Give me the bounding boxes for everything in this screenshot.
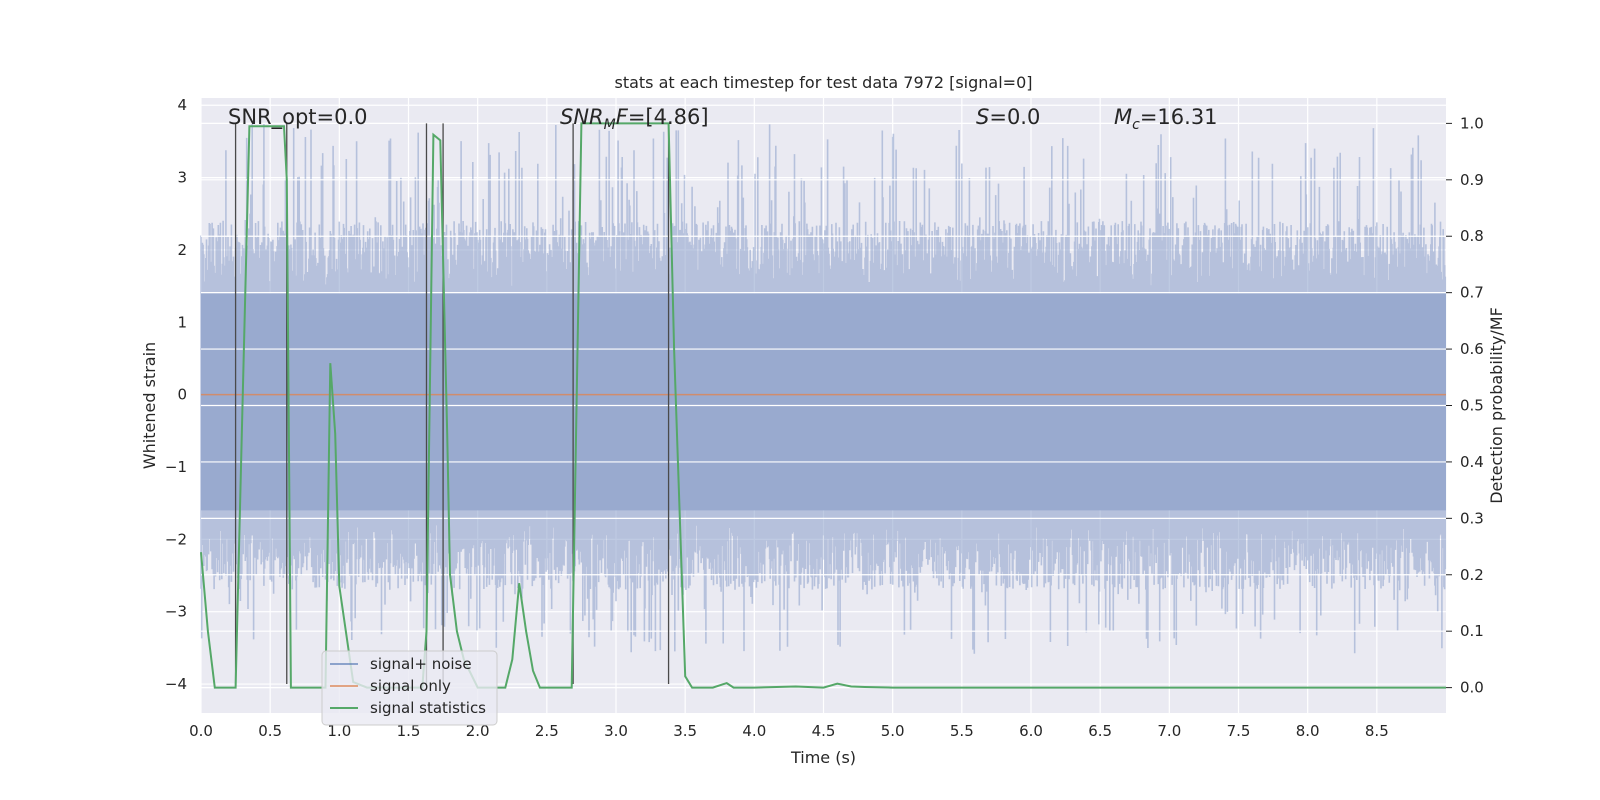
annotation-mc-value: =16.31 [1140,105,1218,129]
y-axis-ticks: 4 3 2 1 0 −1 −2 −3 −4 [165,96,187,693]
y-tick-label: −4 [165,675,187,693]
x-tick-label: 1.5 [397,722,421,740]
x-tick-label: 3.5 [673,722,697,740]
annotation-s-value: =0.0 [989,105,1040,129]
annotation-snr-mf-f: F [616,105,629,129]
legend-label-signal-noise: signal+ noise [370,655,472,673]
x-tick-label: 2.0 [466,722,490,740]
annotation-s-symbol: S [976,105,989,129]
y-tick-label: 4 [177,96,187,114]
x-tick-label: 1.0 [327,722,351,740]
legend-label-signal-only: signal only [370,677,451,695]
x-tick-label: 0.0 [189,722,213,740]
x-tick-label: 5.5 [950,722,974,740]
y2-tick-label: 0.4 [1460,453,1484,471]
x-tick-label: 0.5 [258,722,282,740]
y2-tick-label: 0.5 [1460,397,1484,415]
y-axis-label: Whitened strain [140,342,159,469]
legend: signal+ noise signal only signal statist… [321,650,498,726]
annotation-snr-mf: SNRMF=[4.86] [560,105,709,133]
annotation-snr-mf-subscript: M [604,117,616,133]
x-tick-label: 8.5 [1365,722,1389,740]
y2-tick-label: 1.0 [1460,114,1484,132]
annotation-mc-subscript: c [1132,117,1140,133]
y-tick-label: −2 [165,530,187,548]
y-tick-label: 3 [177,169,187,187]
y2-tick-label: 0.7 [1460,284,1484,302]
y2-tick-label: 0.0 [1460,679,1484,697]
y2-tick-label: 0.2 [1460,566,1484,584]
y2-tick-label: 0.3 [1460,509,1484,527]
annotation-snr-mf-value: =[4.86] [628,105,709,129]
series-signal-noise-core [201,293,1446,511]
annotation-mc-symbol: M [1114,105,1132,129]
x-tick-label: 2.5 [535,722,559,740]
y2-axis-ticks: 1.0 0.9 0.8 0.7 0.6 0.5 0.4 0.3 0.2 0.1 0.0 [1446,114,1484,697]
x-axis-label: Time (s) [790,748,856,767]
y2-tick-label: 0.6 [1460,340,1484,358]
x-tick-label: 6.0 [1019,722,1043,740]
x-tick-label: 4.0 [742,722,766,740]
series-signal-statistics [200,122,1446,689]
y2-axis-label: Detection probability/MF [1487,307,1506,504]
annotation-snr-mf-symbol: SNR [560,105,604,129]
x-tick-label: 6.5 [1088,722,1112,740]
x-tick-label: 7.5 [1227,722,1251,740]
chart-title: stats at each timestep for test data 797… [614,73,1032,92]
y2-tick-label: 0.8 [1460,227,1484,245]
y-tick-label: 2 [177,241,187,259]
x-tick-label: 3.0 [604,722,628,740]
y2-tick-label: 0.1 [1460,622,1484,640]
annotation-mc: Mc=16.31 [1114,105,1218,133]
annotation-s: S=0.0 [976,105,1040,129]
legend-label-signal-statistics: signal statistics [370,699,486,717]
x-tick-label: 8.0 [1296,722,1320,740]
y-tick-label: 1 [177,313,187,331]
x-tick-label: 7.0 [1157,722,1181,740]
x-tick-label: 5.0 [881,722,905,740]
y-tick-label: −1 [165,458,187,476]
x-axis-ticks: 0.0 0.5 1.0 1.5 2.0 2.5 3.0 3.5 4.0 4.5 5.0 5.5 6.0 6… [189,722,1389,740]
y-tick-label: 0 [177,386,187,404]
legend-box [321,650,498,726]
y2-tick-label: 0.9 [1460,171,1484,189]
y-tick-label: −3 [165,603,187,621]
annotation-snr-opt: SNR_opt=0.0 [228,105,368,130]
x-tick-label: 4.5 [812,722,836,740]
